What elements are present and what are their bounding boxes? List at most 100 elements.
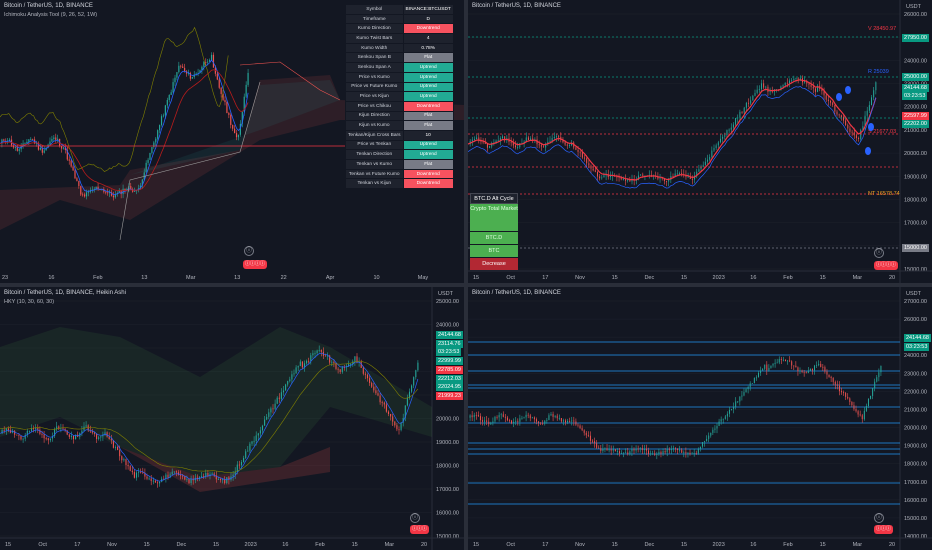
candle-body [282,390,285,393]
alert-badge[interactable]: ⓘⓘⓘⓘ [243,260,268,269]
candle-body [72,166,74,171]
candle-body [108,436,110,440]
candle-body [1,430,3,434]
candle-body [538,144,540,146]
indicator-title[interactable]: Ichimoku Analysis Tool (9, 26, 52, 1W) [4,12,98,18]
candle-body [579,151,581,153]
chart-canvas[interactable]: 25000.0024000.0023000.0022000.0021000.00… [0,287,464,550]
table-value: Uptrend [402,71,454,83]
x-tick-label: Dec [644,542,654,548]
candle-body [3,139,5,141]
candle-body [664,451,666,453]
candle-body [749,383,751,387]
candle-body [789,80,791,84]
price-tag: 24144.68 [904,334,931,342]
candle-body [289,379,291,382]
candle-body [672,448,674,450]
table-value: 10 [402,129,454,141]
price-tag: 22212.03 [436,374,463,383]
candle-body [66,150,68,160]
candle-body [35,143,38,144]
candle-body [724,416,726,419]
chart-pane-cycle[interactable]: 26000.0025000.0024000.0023000.0022000.00… [468,0,932,283]
chart-canvas[interactable]: 26000.0025000.0024000.0023000.0022000.00… [468,0,932,283]
x-tick-label: May [418,275,429,281]
candle-body [772,363,774,366]
candle-body [268,412,270,417]
y-tick-label: 24000.00 [904,353,927,359]
alert-badge[interactable]: ⓘⓘⓘ [410,525,430,534]
candle-body [45,438,47,439]
candle-body [299,361,301,367]
y-tick-label: 18000.00 [904,197,927,203]
candle-body [849,128,851,132]
candle-body [477,415,479,417]
candle-body [701,442,703,447]
candle-body [147,159,149,163]
candle-body [830,100,832,103]
candle-body [259,430,261,434]
candle-body [515,420,517,422]
candle-body [728,129,730,131]
cycle-row-btc: BTC [470,245,518,257]
candle-body [741,111,743,113]
candle-body [748,102,750,104]
candle-body [654,453,656,456]
candle-body [247,450,249,452]
x-tick-label: 16 [750,275,756,281]
x-tick-label: Feb [315,542,324,548]
candle-body [243,96,245,112]
candle-body [148,478,150,480]
y-tick-label: 27000.00 [904,299,927,305]
candle-body [523,141,525,144]
candle-body [201,476,203,478]
candle-body [247,72,249,85]
candle-body [143,172,145,180]
pane-divider-vertical[interactable] [464,0,468,550]
candle-body [612,449,614,451]
candle-body [789,360,791,362]
tradingview-logo-icon[interactable]: ⓘ [410,513,420,523]
candle-body [811,369,813,371]
tradingview-logo-icon[interactable]: ⓘ [244,246,254,256]
candle-body [68,434,70,437]
candle-body [774,362,776,364]
candle-body [68,159,70,161]
candle-body [264,419,266,426]
table-value: 0.78% [402,42,454,54]
candle-body [473,415,475,418]
candle-body [842,117,844,121]
chart-pane-heikin-ashi[interactable]: 25000.0024000.0023000.0022000.0021000.00… [0,287,464,550]
tradingview-logo-icon[interactable]: ⓘ [874,513,884,523]
candle-body [14,147,16,148]
tradingview-logo-icon[interactable]: ⓘ [874,248,884,258]
indicator-title[interactable]: HKY (10, 30, 60, 30) [4,299,55,305]
chart-pane-levels[interactable]: 27000.0026000.0025000.0024000.0023000.00… [468,287,932,550]
candle-body [168,94,170,101]
chart-pane-ichimoku[interactable]: 23 16 Feb 13 Mar 13 22 Apr 10 May Bitcoin / Tethe… [0,0,464,283]
alert-badge[interactable]: ⓘⓘⓘⓘ [874,261,899,270]
candle-body [527,137,529,140]
candle-body [41,147,43,153]
candle-body [696,171,698,176]
candle-body [411,385,413,392]
chart-canvas[interactable]: 27000.0026000.0025000.0024000.0023000.00… [468,287,932,550]
y-tick-label: 18000.00 [436,464,459,470]
alert-badge[interactable]: ⓘⓘⓘ [874,525,894,534]
candle-body [726,413,728,417]
candle-body [81,430,83,434]
candle-body [226,477,228,483]
pane-divider-horizontal[interactable] [0,283,932,287]
candle-body [571,420,573,422]
table-row: Kumo Twist Bars 4 [345,33,454,44]
candle-body [337,368,339,370]
pivot-marker [868,123,874,131]
y-tick-label: 15000.00 [904,516,927,522]
candle-body [253,440,255,442]
table-row: Price vs Future Kumo Uptrend [345,81,454,93]
chikou-span-line [0,26,229,172]
table-value: Flat [402,159,454,170]
candle-body [661,177,663,179]
table-value: Downtrend [402,100,454,112]
x-tick-label: Nov [575,542,585,548]
